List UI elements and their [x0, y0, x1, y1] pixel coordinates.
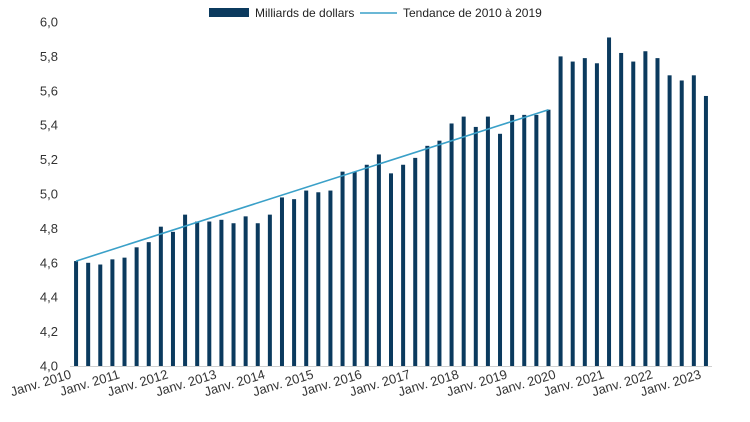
bar [679, 80, 684, 366]
bar [86, 262, 91, 366]
legend-bar-swatch [209, 8, 249, 17]
trend-line [75, 108, 549, 262]
legend-bar-label: Milliards de dollars [255, 6, 354, 20]
bar [631, 61, 636, 367]
bar [558, 56, 563, 367]
bar [170, 231, 175, 366]
y-tick-label: 5,0 [40, 187, 58, 202]
bar [510, 114, 515, 366]
bar [158, 226, 163, 366]
bar [364, 164, 369, 366]
legend-line-label: Tendance de 2010 à 2019 [403, 6, 542, 20]
bar [485, 116, 490, 366]
trend-line-group [75, 108, 549, 262]
bar [594, 63, 599, 366]
y-tick-label: 5,4 [40, 118, 58, 133]
bar [691, 75, 696, 366]
y-axis-ticks: 4,0 4,2 4,4 4,6 4,8 5,0 5,2 5,4 5,6 5,8 6,0 [40, 15, 58, 374]
bar [607, 37, 612, 366]
bar [243, 216, 248, 366]
bar [304, 190, 309, 366]
bar [413, 157, 418, 366]
bar [401, 164, 406, 366]
bar [279, 197, 284, 366]
bar [316, 192, 321, 366]
bar [643, 51, 648, 367]
bar [667, 75, 672, 366]
bar [255, 223, 260, 366]
y-tick-label: 5,2 [40, 152, 58, 167]
y-tick-label: 4,2 [40, 324, 58, 339]
y-tick-label: 5,6 [40, 83, 58, 98]
bar [74, 261, 79, 366]
bar [498, 133, 503, 366]
bar [437, 140, 442, 366]
bar [449, 123, 454, 366]
bar [340, 171, 345, 366]
bar [328, 190, 333, 366]
bar [703, 95, 708, 367]
bar [389, 173, 393, 366]
bar [231, 223, 236, 366]
bar [110, 259, 115, 366]
bar [122, 257, 127, 366]
bar [534, 114, 539, 366]
bar [546, 109, 551, 366]
y-tick-label: 4,0 [40, 359, 58, 374]
bar [376, 154, 381, 366]
bar [619, 52, 624, 367]
bar [522, 114, 527, 366]
y-tick-label: 4,8 [40, 221, 58, 236]
y-tick-label: 4,4 [40, 290, 58, 305]
y-tick-label: 6,0 [40, 15, 58, 30]
bar [352, 171, 357, 366]
bar [473, 126, 478, 366]
bar [461, 116, 466, 366]
bar [267, 214, 272, 366]
bar [195, 221, 200, 366]
y-tick-label: 4,6 [40, 255, 58, 270]
bar [207, 221, 212, 366]
bar [134, 247, 139, 366]
legend: Milliards de dollars Tendance de 2010 à … [209, 6, 542, 20]
bar [570, 61, 575, 367]
bar [425, 145, 430, 366]
bar [655, 58, 660, 367]
bar [183, 214, 188, 366]
bar [292, 199, 297, 366]
bar [219, 219, 224, 366]
bars [74, 37, 708, 367]
bar [98, 264, 103, 366]
bar [146, 242, 151, 366]
y-tick-label: 5,8 [40, 49, 58, 64]
bar [582, 58, 587, 367]
